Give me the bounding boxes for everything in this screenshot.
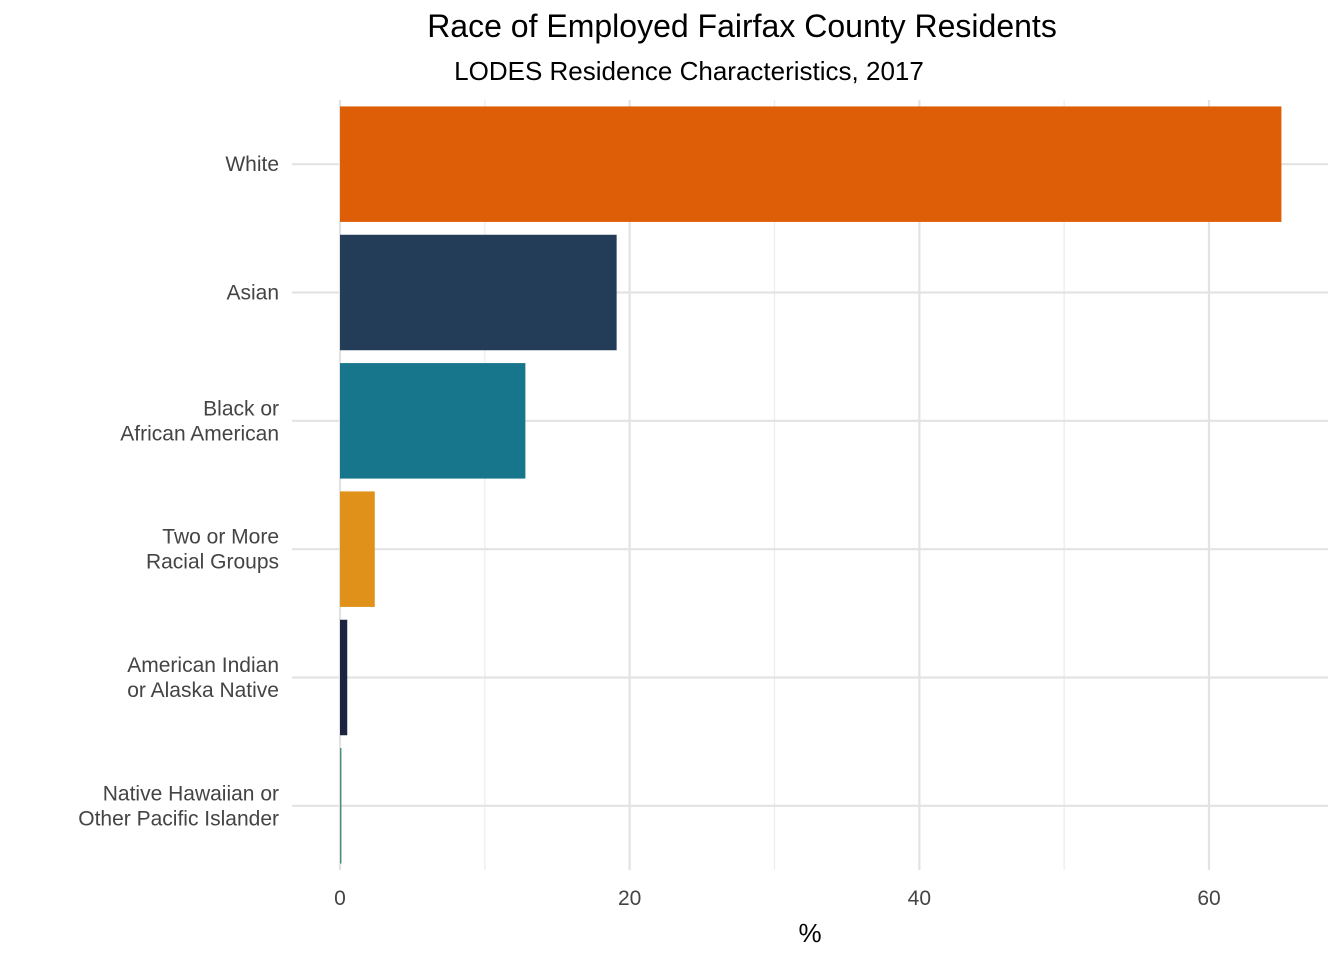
category-label: White xyxy=(225,153,279,176)
category-label: Black or xyxy=(203,397,279,420)
category-label: Native Hawaiian or xyxy=(103,782,279,805)
bar xyxy=(340,234,617,351)
chart-subtitle: LODES Residence Characteristics, 2017 xyxy=(454,56,924,86)
x-tick-label: 0 xyxy=(334,887,346,910)
bar xyxy=(340,748,342,864)
category-label: Other Pacific Islander xyxy=(78,807,279,830)
bar xyxy=(340,619,348,736)
bar xyxy=(340,106,1282,222)
x-tick-label: 60 xyxy=(1197,887,1220,910)
x-axis-title: % xyxy=(798,918,821,948)
x-tick-label: 40 xyxy=(908,887,931,910)
chart-title: Race of Employed Fairfax County Resident… xyxy=(427,8,1057,44)
category-label: Two or More xyxy=(162,526,279,549)
category-label: or Alaska Native xyxy=(127,679,279,702)
category-label: Racial Groups xyxy=(146,551,279,574)
category-label: American Indian xyxy=(127,654,279,677)
category-label: Asian xyxy=(226,282,279,305)
x-tick-label: 20 xyxy=(618,887,641,910)
bar xyxy=(340,363,526,479)
bar xyxy=(340,491,375,607)
category-label: African American xyxy=(120,422,279,445)
